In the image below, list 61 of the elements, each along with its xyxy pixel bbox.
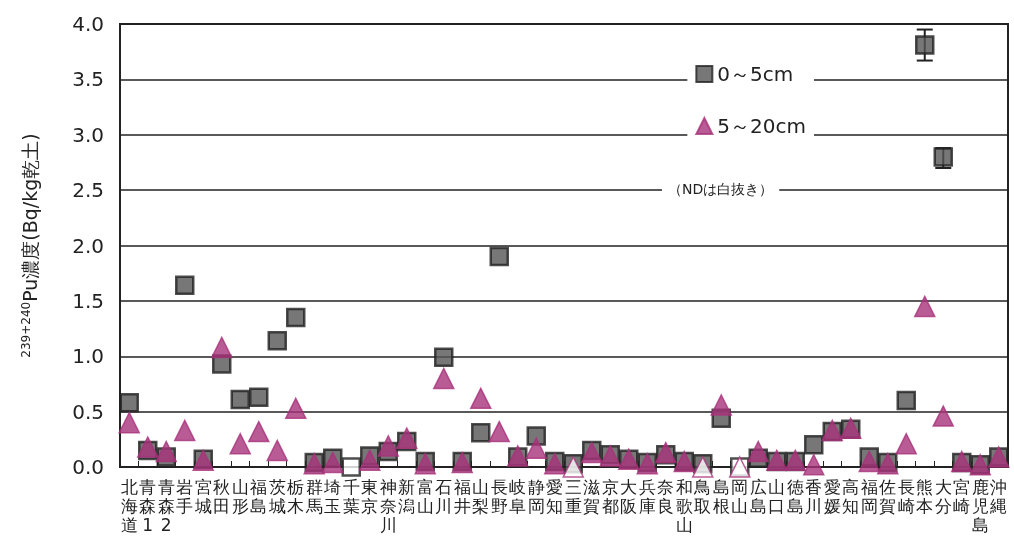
- x-tick-label: 北海道: [120, 476, 138, 535]
- x-tick-label: 徳島: [786, 476, 804, 516]
- x-tick-label: 高知: [842, 476, 860, 516]
- x-tick-label: 愛知: [546, 476, 564, 516]
- x-tick-label: 山形: [231, 476, 249, 516]
- x-tick-label: 神奈川: [379, 476, 397, 535]
- x-tick-label: 茨城: [267, 476, 286, 516]
- x-tick-label: 島根: [712, 476, 730, 516]
- x-tick-label: 福井: [453, 476, 471, 516]
- x-tick-label: 兵庫: [638, 476, 656, 516]
- x-tick-label: 山口: [768, 476, 786, 516]
- x-tick-label: 大阪: [620, 476, 638, 516]
- x-tick-label: 新潟: [398, 476, 416, 516]
- y-tick-label: 1.0: [72, 344, 104, 369]
- x-tick-label: 秋田: [213, 476, 231, 516]
- x-tick-label: 東京: [361, 476, 379, 516]
- legend-label: 0～5cm: [717, 62, 794, 86]
- y-axis-title: 239+240Pu濃度(Bq/kg乾土): [19, 133, 41, 358]
- y-tick-label: 3.0: [72, 122, 104, 147]
- x-tick-label: 佐賀: [879, 476, 897, 516]
- y-tick-label: 3.5: [72, 67, 104, 92]
- x-tick-label: 愛媛: [823, 476, 841, 516]
- x-tick-label: 奈良: [657, 476, 675, 516]
- y-tick-label: 4.0: [72, 12, 104, 36]
- x-tick-label: 和歌山: [675, 476, 693, 535]
- y-tick-label: 2.0: [72, 233, 104, 258]
- annotation: （NDは白抜き）: [668, 181, 774, 197]
- x-tick-label: 千葉: [342, 476, 360, 516]
- x-tick-label: 熊本: [916, 476, 934, 516]
- x-tick-label: 広島: [749, 476, 767, 516]
- x-tick-label: 長野: [490, 476, 508, 516]
- x-tick-label: 三重: [564, 476, 582, 516]
- x-tick-label: 宮城: [193, 476, 212, 516]
- x-tick-label: 石川: [435, 476, 453, 516]
- x-tick-label: 京都: [601, 476, 619, 516]
- x-tick-label: 長崎: [897, 476, 915, 516]
- x-tick-label: 福島: [250, 476, 268, 516]
- x-tick-label: 静岡: [527, 476, 545, 516]
- x-tick-label: 青森1: [139, 476, 157, 535]
- x-tick-label: 沖縄: [989, 476, 1008, 516]
- x-tick-label: 大分: [934, 476, 952, 516]
- x-tick-label: 岩手: [176, 476, 194, 516]
- x-tick-label: 鹿児島: [971, 476, 989, 535]
- y-tick-label: 0.0: [72, 455, 104, 479]
- x-tick-label: 山梨: [472, 476, 490, 516]
- x-tick-label: 鳥取: [693, 476, 712, 516]
- x-tick-label: 福岡: [860, 476, 878, 516]
- x-tick-label: 栃木: [287, 476, 305, 516]
- x-tick-label: 青森2: [157, 476, 175, 535]
- y-tick-label: 0.5: [72, 399, 104, 424]
- x-tick-label: 埼玉: [323, 476, 342, 516]
- x-tick-label: 宮崎: [953, 476, 971, 516]
- x-tick-label: 群馬: [304, 476, 323, 516]
- x-tick-label: 岡山: [731, 476, 749, 516]
- legend-label: 5～20cm: [717, 114, 806, 138]
- x-tick-label: 岐阜: [509, 476, 527, 516]
- x-tick-label: 滋賀: [583, 476, 601, 516]
- x-tick-label: 富山: [416, 476, 434, 516]
- x-tick-label: 香川: [805, 476, 823, 516]
- y-tick-label: 1.5: [72, 288, 104, 313]
- y-tick-label: 2.5: [72, 178, 104, 203]
